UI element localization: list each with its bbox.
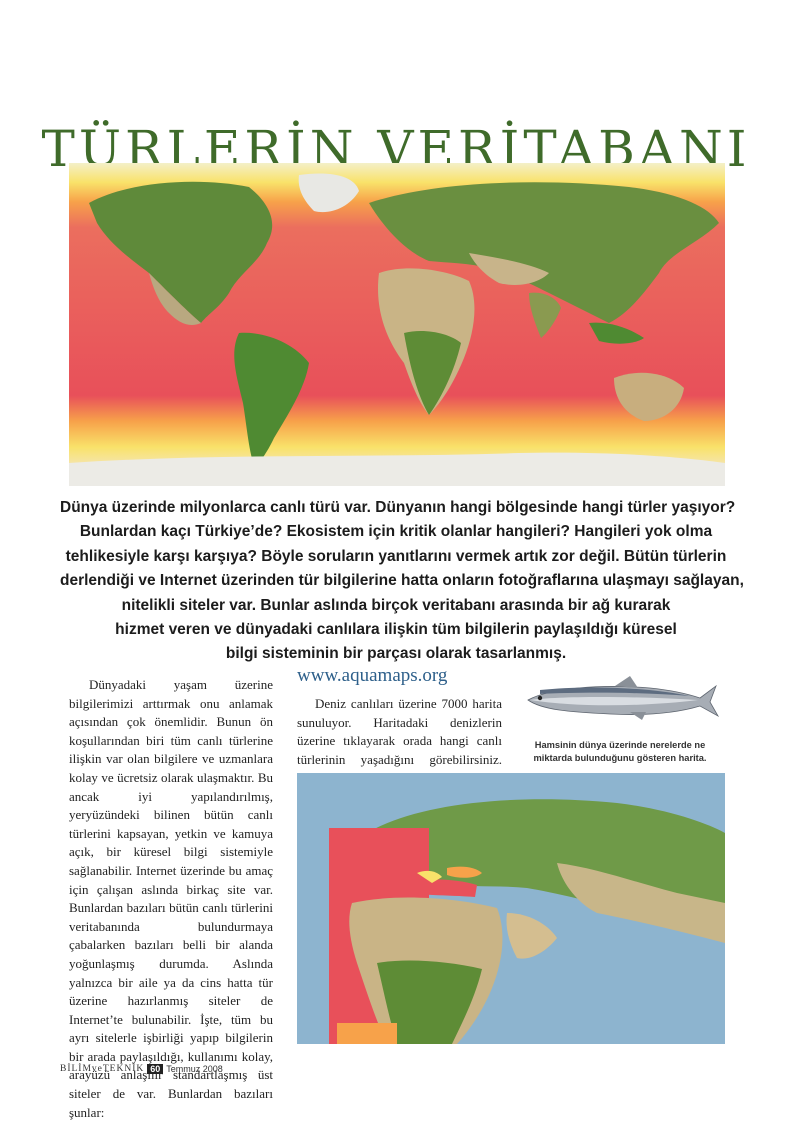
lead-paragraph: Dünya üzerinde milyonlarca canlı türü va…: [60, 496, 744, 667]
anchovy-distribution-map: [297, 773, 725, 1044]
figure-caption: Hamsinin dünya üzerinde nerelerde ne mik…: [533, 740, 707, 763]
lead-line: tehlikesiyle karşı karşıya? Böyle sorula…: [65, 547, 727, 565]
section-url-heading[interactable]: www.aquamaps.org: [297, 665, 448, 686]
page-number: 60: [147, 1064, 164, 1074]
lead-line: nitelikli siteler var. Bunlar aslında bi…: [121, 596, 671, 614]
world-species-distribution-map: [69, 163, 725, 486]
magazine-brand: BİLİMveTEKNİK: [60, 1064, 145, 1074]
lead-line: hizmet veren ve dünyadaki canlılara iliş…: [115, 621, 677, 639]
body-paragraph: Dünyadaki yaşam üzerine bilgilerimizi ar…: [69, 677, 273, 1120]
lead-line: bilgi sisteminin bir parçası olarak tasa…: [225, 645, 567, 663]
lead-line: derlendiği ve Internet üzerinden tür bil…: [60, 572, 744, 590]
issue-date: Temmuz 2008: [166, 1064, 223, 1074]
anchovy-illustration: [527, 676, 720, 720]
body-column-left: Dünyadaki yaşam üzerine bilgilerimizi ar…: [69, 676, 273, 1122]
lead-line: Bunlardan kaçı Türkiye’de? Ekosistem içi…: [79, 523, 713, 541]
page-footer: BİLİMveTEKNİK 60 Temmuz 2008: [60, 1064, 223, 1074]
lead-line: Dünya üzerinde milyonlarca canlı türü va…: [60, 499, 736, 516]
